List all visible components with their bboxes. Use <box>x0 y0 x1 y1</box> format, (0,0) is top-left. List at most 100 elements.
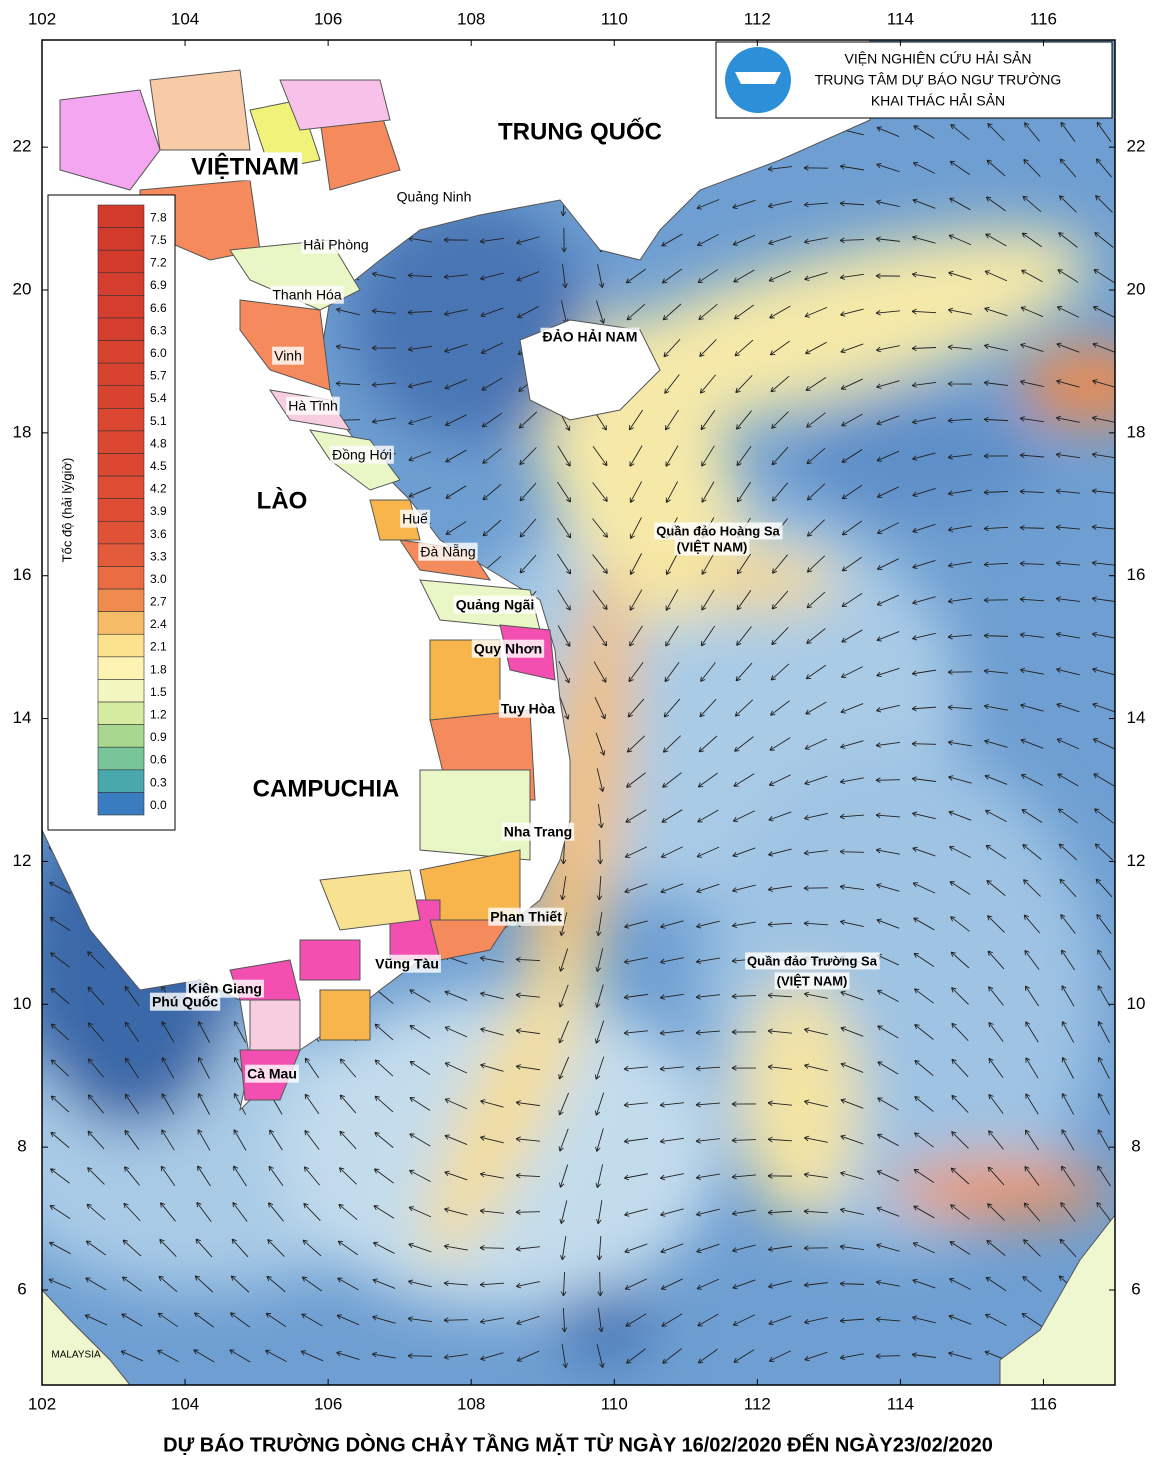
arrow <box>732 1279 756 1290</box>
legend-label: 4.2 <box>150 482 167 496</box>
arrow <box>197 1093 210 1115</box>
arrow <box>480 1352 504 1361</box>
place-label: Quy Nhơn <box>474 641 542 657</box>
arrow <box>122 1239 142 1257</box>
arrow <box>983 703 1008 711</box>
legend-label: 7.2 <box>150 256 167 270</box>
arrow <box>767 1245 792 1252</box>
arrow <box>625 809 647 823</box>
arrow <box>371 345 397 351</box>
arrow <box>839 1317 865 1324</box>
arrow <box>732 1244 756 1253</box>
arrow <box>1019 452 1044 459</box>
arrow <box>409 1169 431 1183</box>
arrow <box>1061 1021 1075 1043</box>
arrow <box>767 1028 792 1035</box>
arrow <box>408 380 432 389</box>
arrow <box>1091 560 1115 566</box>
arrow <box>1094 843 1114 861</box>
place-label: CAMPUCHIA <box>253 775 400 802</box>
arrow <box>876 450 900 462</box>
arrow <box>876 415 900 426</box>
arrow <box>947 454 972 460</box>
arrow <box>767 885 792 892</box>
arrow <box>876 522 899 534</box>
arrow <box>701 589 715 611</box>
legend-label: 6.9 <box>150 278 167 292</box>
arrow <box>877 1061 899 1075</box>
arrow <box>951 987 969 1005</box>
place-label: Hà Tĩnh <box>288 398 338 414</box>
arrow <box>771 590 789 610</box>
arrow <box>558 1020 570 1044</box>
legend-swatch <box>97 249 145 274</box>
arrow <box>408 486 432 498</box>
arrow <box>123 1202 141 1222</box>
arrow <box>49 916 71 931</box>
arrow <box>662 1348 682 1364</box>
arrow <box>371 308 396 314</box>
arrow <box>1056 342 1080 353</box>
arrow <box>771 446 789 466</box>
arrow <box>804 738 828 750</box>
arrow <box>912 1242 936 1254</box>
arrow <box>664 662 680 683</box>
arrow <box>1021 232 1043 248</box>
arrow <box>1020 703 1044 712</box>
place-label: (VIỆT NAM) <box>777 973 848 988</box>
arrow <box>515 956 541 963</box>
arrow <box>444 379 468 390</box>
arrow <box>665 589 679 611</box>
arrow <box>806 483 826 501</box>
arrow <box>1024 985 1039 1007</box>
arrow <box>805 341 827 355</box>
arrow <box>592 590 608 611</box>
arrow <box>947 307 972 315</box>
arrow <box>194 1275 214 1293</box>
arrow <box>1019 524 1045 531</box>
arrow <box>626 735 646 753</box>
lon-tick-label: 112 <box>744 1394 771 1413</box>
legend-swatch <box>97 272 145 296</box>
arrow <box>951 1058 969 1078</box>
arrow <box>1019 488 1045 495</box>
arrow <box>161 1057 175 1079</box>
arrow <box>1055 452 1080 459</box>
arrow <box>947 417 973 424</box>
arrow <box>629 481 643 503</box>
arrow <box>558 1056 570 1080</box>
arrow <box>1091 524 1115 530</box>
arrow <box>876 631 900 642</box>
arrow <box>623 1065 648 1072</box>
arrow <box>196 1201 212 1222</box>
arrow <box>407 1316 432 1322</box>
arrow <box>1091 452 1115 459</box>
arrow <box>732 884 756 893</box>
arrow <box>50 1168 70 1184</box>
map-frame <box>41 39 1116 1386</box>
arrow <box>697 268 719 284</box>
arrow <box>768 235 792 246</box>
arrow <box>1019 667 1044 675</box>
label-backdrop <box>498 699 558 718</box>
arrow <box>767 1064 792 1070</box>
arrow <box>157 1312 179 1328</box>
arrow <box>986 159 1006 177</box>
place-label: Quảng Ninh <box>397 189 472 205</box>
arrow <box>519 447 537 466</box>
arrow <box>804 272 828 281</box>
label-backdrop <box>188 152 302 181</box>
arrow <box>659 1065 684 1072</box>
arrow <box>876 126 900 138</box>
arrow <box>697 772 718 788</box>
arrow <box>876 558 899 570</box>
lat-tick-label: 8 <box>17 1137 26 1156</box>
arrow <box>803 991 828 999</box>
axis-ticks: 1021021041041061061081081101101121121141… <box>13 9 1146 1413</box>
arrow <box>373 1205 395 1219</box>
arrow <box>301 1313 323 1327</box>
arrow <box>733 773 755 787</box>
arrow <box>734 736 754 752</box>
arrow <box>558 948 569 972</box>
arrow <box>985 196 1007 212</box>
